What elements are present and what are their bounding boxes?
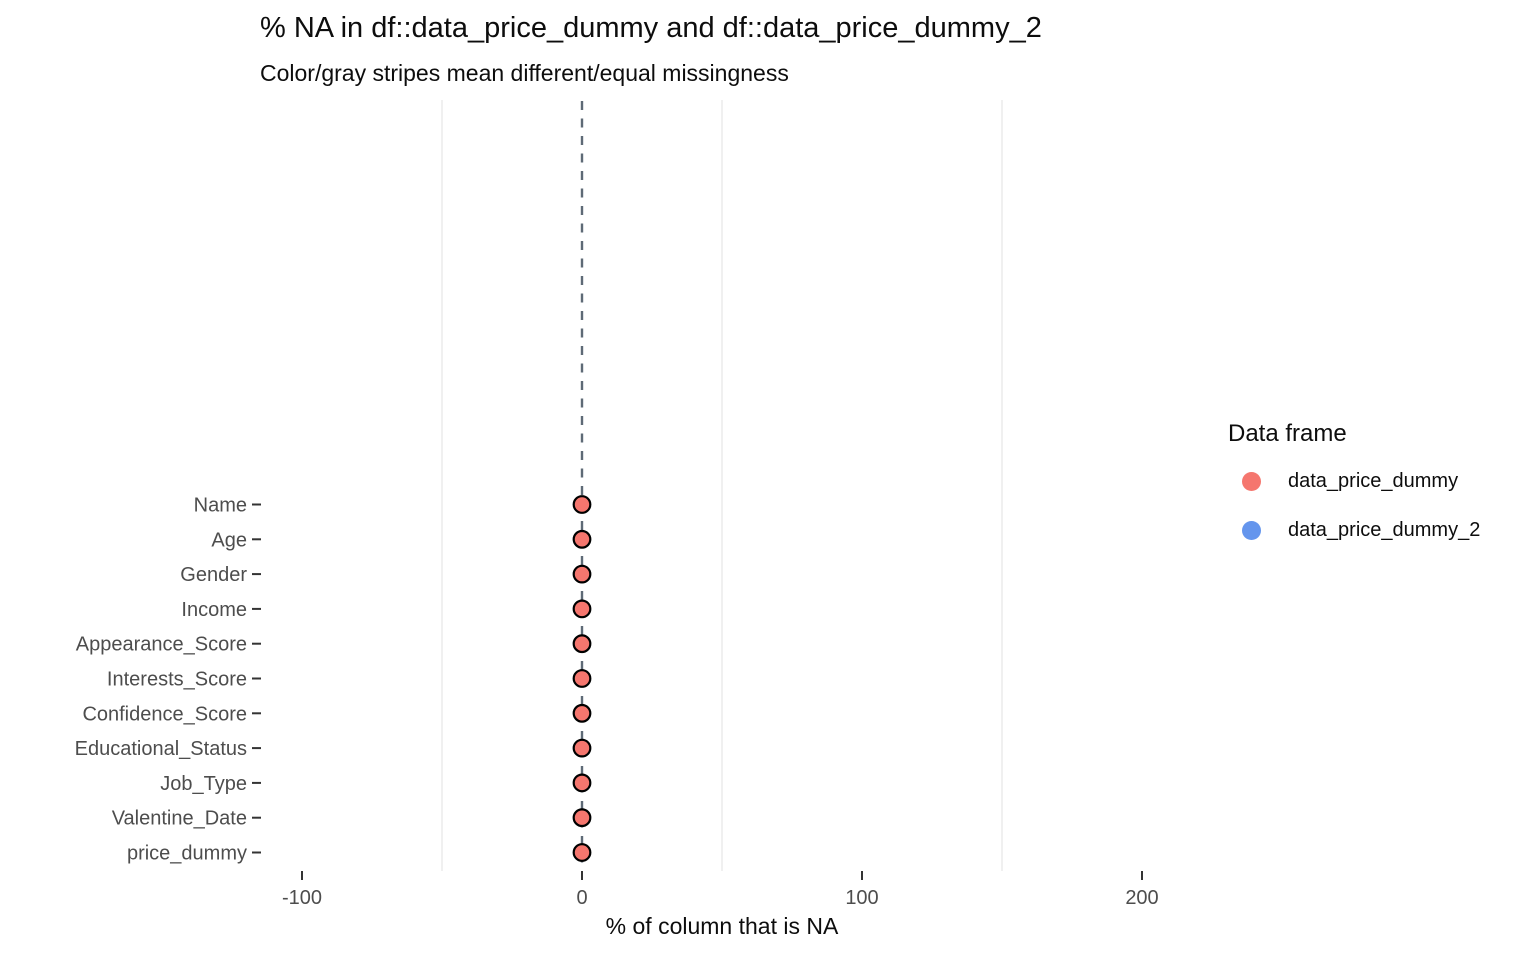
y-tick-label: Job_Type [160,773,247,795]
data-point [572,634,592,654]
x-tick-label: 200 [1125,887,1158,909]
x-tick-label: -100 [282,887,322,909]
data-point [572,529,592,549]
legend-item: data_price_dummy_2 [1228,519,1528,542]
x-tick-label: 0 [576,887,587,909]
data-point [572,773,592,793]
chart-title: % NA in df::data_price_dummy and df::dat… [260,12,1042,44]
legend-key-dot [1242,472,1261,491]
legend-key-dot [1242,521,1261,540]
legend-items: data_price_dummy data_price_dummy_2 [1228,470,1528,542]
data-point [572,808,592,828]
data-point [572,495,592,514]
data-point [572,564,592,584]
x-tick-label: 100 [845,887,878,909]
legend-item: data_price_dummy [1228,470,1528,493]
y-tick-label: price_dummy [127,843,247,865]
x-axis-title: % of column that is NA [605,913,839,939]
y-tick-label: Gender [180,564,247,586]
y-tick-label: Confidence_Score [82,703,247,725]
chart-subtitle: Color/gray stripes mean different/equal … [260,60,789,86]
data-point [572,669,592,688]
y-tick-label: Income [181,599,247,621]
data-point [572,599,592,619]
y-tick-label: Valentine_Date [112,808,247,830]
legend-item-label: data_price_dummy_2 [1288,519,1481,541]
y-tick-label: Interests_Score [107,669,247,691]
y-tick-label: Appearance_Score [76,634,247,656]
legend-item-label: data_price_dummy [1288,470,1459,492]
data-point [572,738,592,758]
y-tick-label: Age [211,529,247,551]
y-tick-label: Name [194,495,247,517]
y-tick-label: Educational_Status [75,738,247,760]
data-point [572,843,592,862]
data-point [572,703,592,723]
legend-title: Data frame [1228,420,1347,447]
legend: Data frame data_price_dummy data_price_du… [1228,420,1528,568]
